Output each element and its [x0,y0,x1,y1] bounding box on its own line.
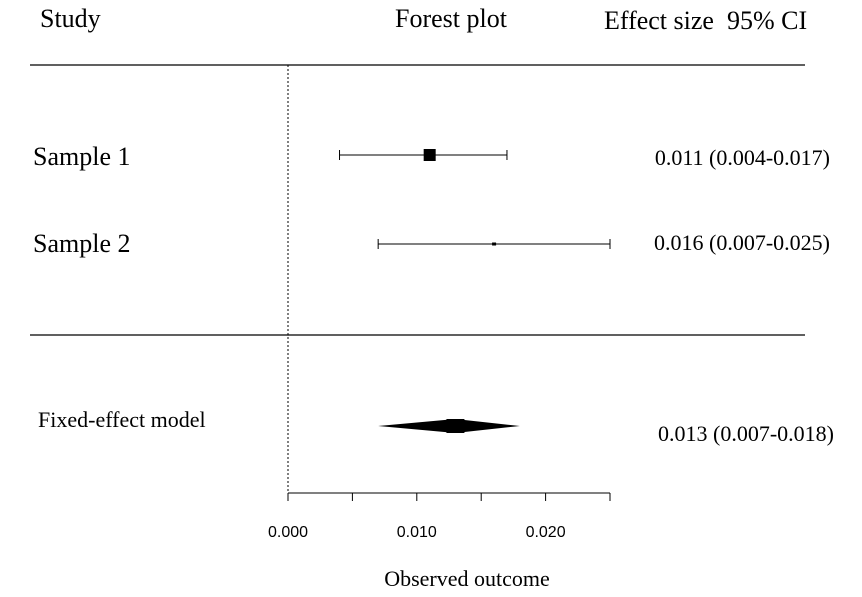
x-axis-tick-label: 0.010 [397,524,437,541]
header-forest-plot: Forest plot [395,4,508,33]
point-estimate-marker [492,242,497,246]
study-row: Sample 1 0.011 (0.004-0.017) [33,142,830,171]
x-axis-tick-label: 0.000 [268,524,308,541]
study-row: Sample 2 0.016 (0.007-0.025) [33,229,830,258]
effect-size-text: 0.016 (0.007-0.025) [654,230,830,255]
summary-effect-text: 0.013 (0.007-0.018) [658,421,834,446]
study-label: Sample 2 [33,229,131,258]
summary-estimate-block [446,419,465,433]
summary-label: Fixed-effect model [38,407,206,432]
header-effect-size: Effect size 95% CI [604,6,807,35]
study-label: Sample 1 [33,142,131,171]
header-study: Study [40,4,101,33]
point-estimate-marker [423,149,436,161]
x-axis-label: Observed outcome [384,566,550,591]
x-axis: 0.000 0.010 0.020 [268,492,611,541]
summary-row: Fixed-effect model 0.013 (0.007-0.018) [38,407,834,446]
effect-size-text: 0.011 (0.004-0.017) [655,145,830,170]
x-axis-tick-label: 0.020 [526,524,566,541]
